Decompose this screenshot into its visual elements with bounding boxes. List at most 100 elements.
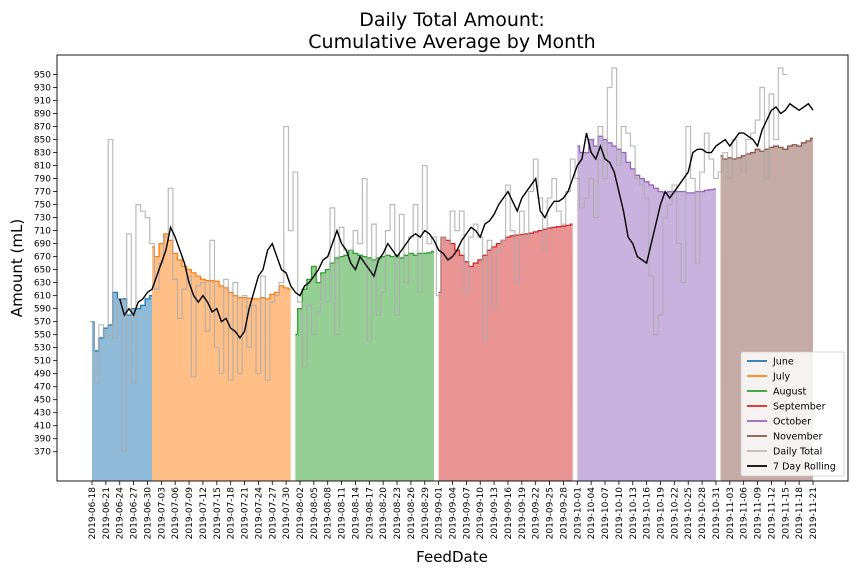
legend-items: June July August September October November Da… — [747, 357, 836, 473]
y-tick-label: 630 — [34, 279, 51, 289]
y-tick-label: 710 — [34, 227, 51, 237]
y-tick-label: 570 — [34, 318, 51, 328]
x-axis-ticks: 2019-06-18 2019-06-21 2019-06-24 2019-06-27… — [88, 481, 819, 539]
x-tick-label: 2019-06-18 — [88, 487, 98, 540]
x-tick-label: 2019-08-17 — [365, 487, 375, 539]
x-tick-label: 2019-09-28 — [559, 487, 569, 540]
x-tick-label: 2019-09-13 — [490, 487, 500, 539]
y-tick-label: 510 — [34, 357, 51, 367]
x-tick-label: 2019-07-30 — [282, 487, 292, 540]
x-tick-label: 2019-07-06 — [171, 487, 181, 540]
x-tick-label: 2019-09-04 — [449, 487, 459, 540]
chart-title: Daily Total Amount: — [359, 9, 545, 31]
y-axis-ticks: 370 390 410 430 450 470 490 510 530 550 570 590 610 6… — [34, 71, 57, 458]
x-tick-label: 2019-08-14 — [351, 487, 361, 540]
legend-label: August — [773, 387, 807, 398]
x-tick-label: 2019-08-08 — [324, 487, 334, 540]
x-tick-label: 2019-08-02 — [296, 487, 306, 539]
x-tick-label: 2019-08-23 — [393, 487, 403, 539]
y-tick-label: 730 — [34, 214, 51, 224]
y-tick-label: 830 — [34, 149, 51, 159]
area-october — [577, 136, 716, 482]
x-tick-label: 2019-10-31 — [712, 487, 722, 539]
x-tick-label: 2019-10-07 — [601, 487, 611, 539]
y-tick-label: 670 — [34, 253, 51, 263]
x-tick-label: 2019-07-24 — [254, 487, 264, 540]
series-line-layer — [89, 67, 814, 453]
y-tick-label: 690 — [34, 240, 51, 250]
legend-label: 7 Day Rolling — [773, 462, 836, 473]
x-tick-label: 2019-07-09 — [185, 487, 195, 540]
legend: June July August September October November Da… — [740, 351, 845, 477]
y-tick-label: 550 — [34, 331, 51, 341]
x-tick-label: 2019-06-30 — [143, 487, 153, 540]
rolling-7-day-line — [119, 102, 814, 340]
x-tick-label: 2019-08-29 — [421, 487, 431, 540]
x-tick-label: 2019-10-13 — [629, 487, 639, 539]
x-tick-label: 2019-10-16 — [643, 487, 653, 540]
y-tick-label: 930 — [34, 84, 51, 94]
x-tick-label: 2019-09-01 — [435, 487, 445, 539]
daily-total-line — [89, 67, 788, 453]
y-tick-label: 590 — [34, 305, 51, 315]
y-tick-label: 890 — [34, 110, 51, 120]
y-tick-label: 870 — [34, 123, 51, 133]
x-tick-label: 2019-07-21 — [241, 487, 251, 539]
x-tick-label: 2019-09-22 — [532, 487, 542, 539]
x-axis-label: FeedDate — [416, 548, 488, 566]
x-tick-label: 2019-09-10 — [476, 487, 486, 540]
legend-label: July — [772, 372, 790, 383]
y-tick-label: 910 — [34, 97, 51, 107]
x-tick-label: 2019-07-15 — [213, 487, 223, 539]
x-tick-label: 2019-08-26 — [407, 487, 417, 540]
y-tick-label: 430 — [34, 409, 51, 419]
x-tick-label: 2019-11-12 — [767, 487, 777, 539]
x-tick-label: 2019-06-21 — [102, 487, 112, 539]
y-tick-label: 490 — [34, 370, 51, 380]
x-tick-label: 2019-08-11 — [338, 487, 348, 539]
x-tick-label: 2019-10-01 — [573, 487, 583, 539]
area-july — [152, 233, 291, 481]
x-tick-label: 2019-11-03 — [726, 487, 736, 539]
x-tick-label: 2019-07-03 — [157, 487, 167, 539]
legend-label: November — [773, 432, 823, 443]
area-august — [295, 250, 435, 481]
y-tick-label: 610 — [34, 292, 51, 302]
x-tick-label: 2019-06-27 — [130, 487, 140, 539]
x-tick-label: 2019-11-06 — [740, 487, 750, 540]
x-tick-label: 2019-11-09 — [754, 487, 764, 540]
x-tick-label: 2019-07-27 — [268, 487, 278, 539]
y-tick-label: 950 — [34, 71, 51, 81]
y-tick-label: 650 — [34, 266, 51, 276]
x-tick-label: 2019-07-12 — [199, 487, 209, 539]
y-tick-label: 850 — [34, 136, 51, 146]
x-tick-label: 2019-09-25 — [546, 487, 556, 539]
legend-box — [740, 351, 845, 477]
x-tick-label: 2019-09-16 — [504, 487, 514, 540]
x-tick-label: 2019-09-07 — [462, 487, 472, 539]
step-line-november — [720, 137, 813, 160]
y-tick-label: 810 — [34, 162, 51, 172]
y-tick-label: 530 — [34, 344, 51, 354]
x-tick-label: 2019-11-15 — [781, 487, 791, 539]
y-tick-label: 410 — [34, 422, 51, 432]
x-tick-label: 2019-08-05 — [310, 487, 320, 539]
x-tick-label: 2019-10-22 — [670, 487, 680, 539]
step-line-october — [577, 135, 716, 194]
y-tick-label: 770 — [34, 188, 51, 198]
legend-label: September — [773, 402, 826, 413]
x-tick-label: 2019-10-25 — [684, 487, 694, 539]
legend-label: June — [772, 357, 794, 368]
x-tick-label: 2019-07-18 — [227, 487, 237, 540]
y-tick-label: 750 — [34, 201, 51, 211]
y-tick-label: 370 — [34, 448, 51, 458]
x-tick-label: 2019-10-19 — [656, 487, 666, 540]
y-tick-label: 470 — [34, 383, 51, 393]
x-tick-label: 2019-11-18 — [795, 487, 805, 540]
x-tick-label: 2019-06-24 — [116, 487, 126, 540]
x-tick-label: 2019-11-21 — [809, 487, 819, 539]
y-tick-label: 450 — [34, 396, 51, 406]
x-tick-label: 2019-10-04 — [587, 487, 597, 540]
y-tick-label: 790 — [34, 175, 51, 185]
